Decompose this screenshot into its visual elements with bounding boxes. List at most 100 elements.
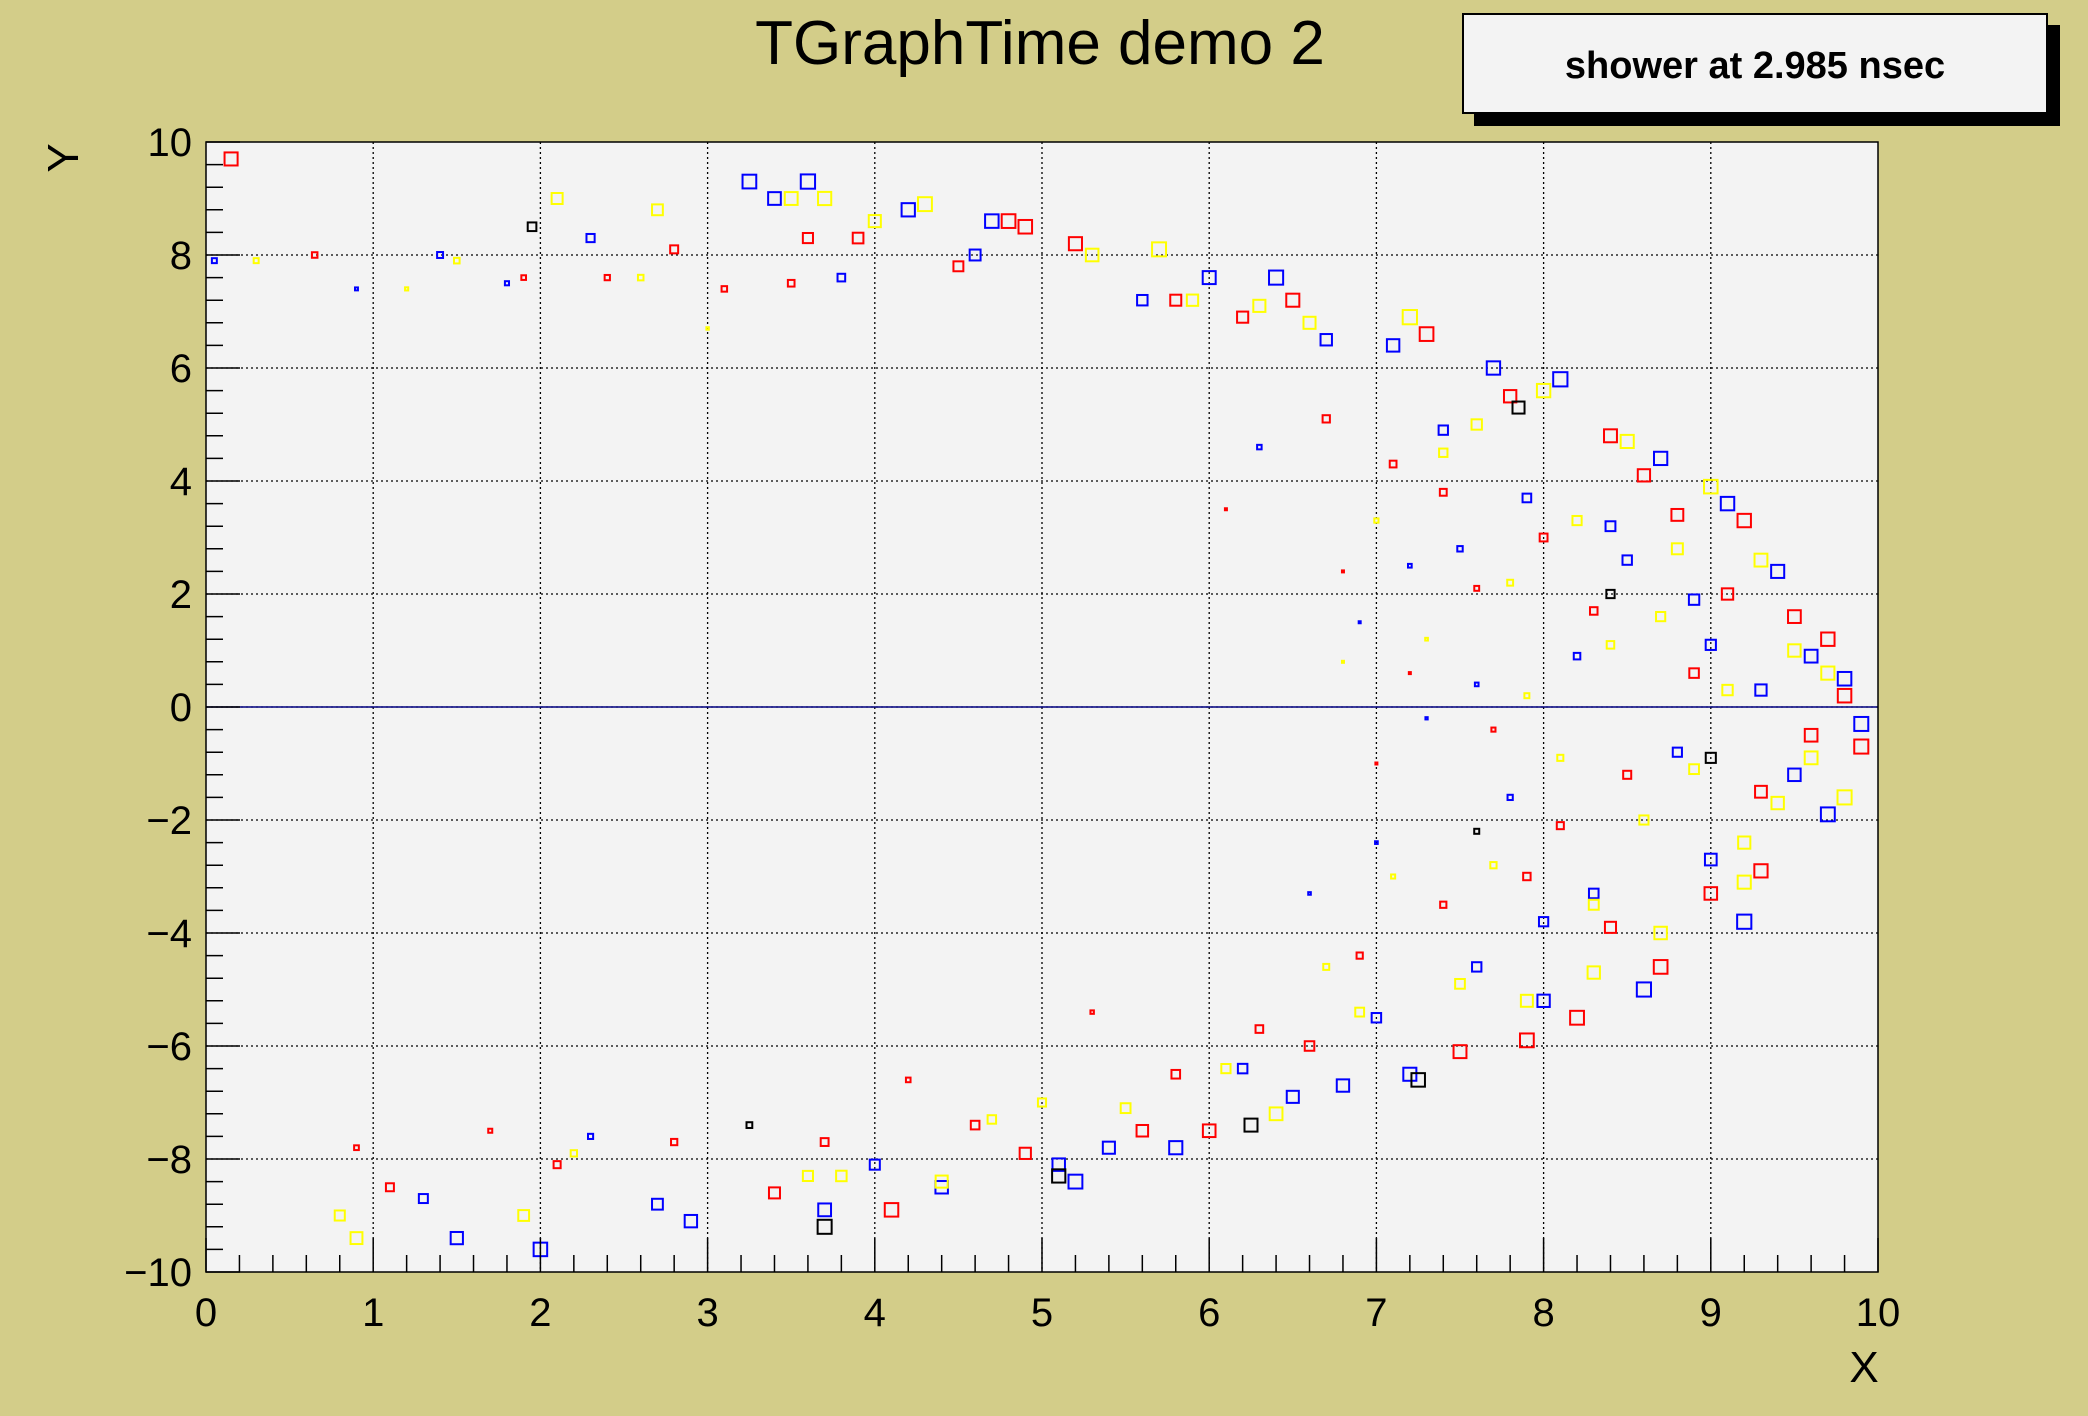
data-point xyxy=(1454,977,1466,990)
data-point xyxy=(1236,1062,1249,1075)
data-point xyxy=(1067,1173,1084,1190)
data-point xyxy=(1523,692,1531,700)
data-point xyxy=(1473,681,1480,688)
data-point xyxy=(1687,593,1701,606)
x-tick-label: 7 xyxy=(1365,1291,1387,1335)
data-point xyxy=(1051,1168,1067,1184)
data-point xyxy=(1586,965,1601,980)
data-point xyxy=(1321,414,1331,424)
data-point xyxy=(1703,852,1718,867)
data-point xyxy=(1018,1146,1032,1160)
data-point xyxy=(517,1209,531,1222)
data-point xyxy=(1285,1089,1300,1104)
data-point xyxy=(835,1169,848,1183)
data-point xyxy=(436,251,445,259)
data-point xyxy=(1653,450,1669,467)
data-point xyxy=(1569,1009,1585,1026)
data-point xyxy=(799,173,817,190)
data-point xyxy=(1374,840,1379,845)
data-point xyxy=(1169,293,1183,307)
data-point xyxy=(917,196,933,213)
y-tick-label: −8 xyxy=(146,1138,192,1182)
data-point xyxy=(1521,492,1533,504)
data-point xyxy=(1703,886,1719,901)
data-point xyxy=(1340,659,1345,664)
data-point xyxy=(851,231,865,245)
data-point xyxy=(1390,873,1397,880)
y-tick-label: −2 xyxy=(146,799,192,843)
data-point xyxy=(1502,389,1518,404)
data-point xyxy=(1803,727,1819,743)
data-point xyxy=(1605,640,1616,650)
data-point xyxy=(449,1230,464,1246)
data-point xyxy=(986,1114,998,1125)
y-tick-label: 8 xyxy=(170,234,192,278)
data-point xyxy=(816,1218,833,1235)
x-tick-label: 8 xyxy=(1532,1291,1554,1335)
x-tick-label: 1 xyxy=(362,1291,384,1335)
data-point xyxy=(526,221,538,233)
data-point xyxy=(1410,1072,1426,1088)
data-point xyxy=(1506,793,1514,802)
data-point xyxy=(585,232,596,244)
x-tick-label: 5 xyxy=(1031,1291,1053,1335)
data-point xyxy=(1636,468,1652,483)
data-point xyxy=(1201,270,1217,286)
data-point xyxy=(651,1197,664,1211)
data-point xyxy=(1017,218,1034,235)
data-point xyxy=(1252,298,1267,313)
data-point xyxy=(836,272,847,283)
data-point xyxy=(1268,269,1285,286)
data-point xyxy=(1243,1117,1259,1133)
data-point xyxy=(670,1137,679,1147)
y-axis-label: Y xyxy=(39,143,88,172)
data-point xyxy=(1322,962,1331,971)
data-point xyxy=(453,256,461,265)
y-tick-label: 10 xyxy=(148,121,193,165)
data-point xyxy=(1407,671,1412,676)
data-point xyxy=(1655,610,1667,623)
chart-title: TGraphTime demo 2 xyxy=(755,9,1325,78)
data-point xyxy=(1588,606,1599,616)
data-point xyxy=(1787,643,1802,658)
data-point xyxy=(1819,806,1836,823)
data-point xyxy=(603,273,611,282)
data-point xyxy=(1511,400,1526,415)
data-point xyxy=(1424,636,1429,642)
data-point xyxy=(552,1160,562,1170)
data-point xyxy=(1522,871,1532,882)
data-point xyxy=(1719,495,1736,512)
data-point xyxy=(349,1231,364,1246)
data-point xyxy=(1471,961,1483,973)
data-point xyxy=(1736,913,1753,930)
data-point xyxy=(1136,293,1149,307)
data-point xyxy=(1587,887,1600,900)
data-point xyxy=(1302,315,1317,330)
data-point xyxy=(310,251,319,259)
data-point xyxy=(1720,587,1735,601)
data-point xyxy=(1319,333,1333,347)
data-point xyxy=(1536,993,1551,1008)
data-point xyxy=(867,214,882,229)
data-point xyxy=(1067,236,1083,252)
data-point xyxy=(1470,418,1483,431)
data-point xyxy=(1036,1097,1048,1108)
x-tick-label: 0 xyxy=(195,1291,217,1335)
data-point xyxy=(1603,428,1618,444)
data-point xyxy=(1721,683,1734,697)
data-point xyxy=(550,192,564,205)
x-tick-label: 4 xyxy=(864,1291,886,1335)
data-point xyxy=(1170,1068,1182,1080)
data-point xyxy=(1621,554,1633,566)
x-tick-label: 2 xyxy=(529,1291,551,1335)
data-point xyxy=(801,231,814,245)
data-point xyxy=(1236,310,1250,324)
data-point xyxy=(801,1169,814,1183)
data-point xyxy=(1688,763,1700,776)
data-point xyxy=(1671,746,1683,758)
data-point xyxy=(786,278,796,288)
data-point xyxy=(1836,670,1853,687)
data-point xyxy=(1151,241,1168,258)
data-point xyxy=(1556,753,1565,762)
